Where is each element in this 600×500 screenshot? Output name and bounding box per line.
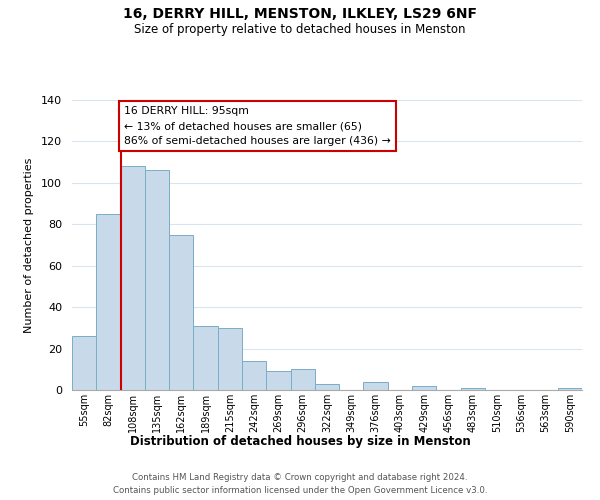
Text: 16, DERRY HILL, MENSTON, ILKLEY, LS29 6NF: 16, DERRY HILL, MENSTON, ILKLEY, LS29 6N… <box>123 8 477 22</box>
Text: Contains public sector information licensed under the Open Government Licence v3: Contains public sector information licen… <box>113 486 487 495</box>
Bar <box>266 372 290 390</box>
Text: Contains HM Land Registry data © Crown copyright and database right 2024.: Contains HM Land Registry data © Crown c… <box>132 472 468 482</box>
Bar <box>558 388 582 390</box>
Bar <box>315 384 339 390</box>
Y-axis label: Number of detached properties: Number of detached properties <box>24 158 34 332</box>
Bar <box>412 386 436 390</box>
Bar <box>290 370 315 390</box>
Bar <box>364 382 388 390</box>
Bar <box>193 326 218 390</box>
Bar <box>145 170 169 390</box>
Text: 16 DERRY HILL: 95sqm
← 13% of detached houses are smaller (65)
86% of semi-detac: 16 DERRY HILL: 95sqm ← 13% of detached h… <box>124 106 391 146</box>
Bar <box>96 214 121 390</box>
Text: Distribution of detached houses by size in Menston: Distribution of detached houses by size … <box>130 435 470 448</box>
Bar <box>121 166 145 390</box>
Bar <box>169 234 193 390</box>
Bar <box>461 388 485 390</box>
Bar <box>242 361 266 390</box>
Text: Size of property relative to detached houses in Menston: Size of property relative to detached ho… <box>134 22 466 36</box>
Bar <box>72 336 96 390</box>
Bar <box>218 328 242 390</box>
